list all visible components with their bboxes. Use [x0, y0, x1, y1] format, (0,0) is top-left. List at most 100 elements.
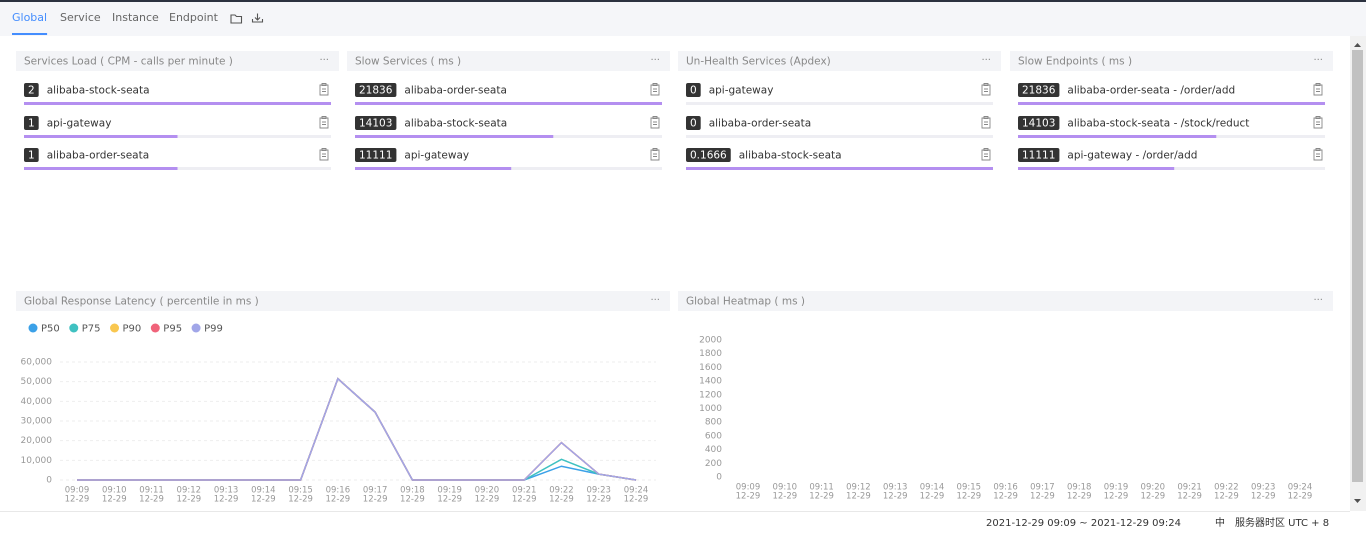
x-tick-label: 09:14	[920, 483, 945, 493]
y-tick-label: 400	[705, 445, 722, 455]
value-text: 11111	[359, 150, 392, 162]
item-label: alibaba-order-seata	[404, 85, 506, 97]
panel-menu[interactable]: ···	[1313, 55, 1323, 66]
legend-label[interactable]: P75	[82, 324, 101, 335]
legend-swatch[interactable]	[191, 323, 201, 333]
legend-swatch[interactable]	[150, 323, 160, 333]
timezone: 服务器时区 UTC + 8	[1235, 516, 1329, 529]
folder-icon[interactable]	[230, 14, 243, 24]
y-tick-label: 600	[705, 431, 722, 441]
value-badge	[355, 83, 397, 97]
x-tick-sublabel: 12-29	[214, 495, 239, 505]
legend-swatch[interactable]	[110, 323, 120, 333]
legend-label[interactable]: P99	[204, 324, 223, 335]
panel-title: Global Heatmap ( ms )	[686, 296, 805, 308]
bar-track	[686, 102, 993, 105]
panel-header	[347, 51, 670, 71]
value-badge	[686, 83, 701, 97]
copy-icon[interactable]	[981, 148, 991, 161]
value-text: 14103	[359, 118, 392, 130]
x-tick-sublabel: 12-29	[1104, 492, 1129, 502]
value-bar	[1018, 167, 1175, 170]
value-bar	[24, 135, 178, 138]
x-tick-sublabel: 12-29	[102, 495, 127, 505]
value-bar	[686, 167, 993, 170]
panel-title: Services Load ( CPM - calls per minute )	[24, 56, 233, 68]
tab[interactable]: Global	[12, 11, 47, 24]
copy-icon[interactable]	[319, 148, 329, 161]
panel-menu[interactable]: ···	[1313, 295, 1323, 306]
item-label: alibaba-order-seata	[47, 150, 149, 162]
value-text: 1	[28, 118, 35, 130]
tab[interactable]: Endpoint	[169, 11, 219, 24]
copy-icon[interactable]	[319, 116, 329, 129]
item-label: alibaba-stock-seata	[739, 150, 842, 162]
value-bar	[355, 167, 512, 170]
x-tick-label: 09:11	[139, 486, 164, 496]
legend-swatch[interactable]	[28, 323, 38, 333]
download-icon[interactable]	[251, 13, 264, 23]
x-tick-label: 09:19	[437, 486, 462, 496]
legend-swatch[interactable]	[69, 323, 79, 333]
tab[interactable]: Instance	[112, 11, 159, 24]
scrollbar[interactable]	[1350, 36, 1366, 511]
value-badge	[1018, 116, 1060, 130]
panel-menu[interactable]: ···	[981, 55, 991, 66]
x-tick-label: 09:20	[475, 486, 500, 496]
value-badge	[355, 148, 397, 162]
panel-menu[interactable]: ···	[650, 295, 660, 306]
legend-label[interactable]: P95	[163, 324, 182, 335]
x-tick-label: 09:19	[1104, 483, 1129, 493]
x-tick-sublabel: 12-29	[772, 492, 797, 502]
x-tick-sublabel: 12-29	[956, 492, 981, 502]
y-tick-label: 1400	[699, 377, 722, 387]
x-tick-sublabel: 12-29	[1177, 492, 1202, 502]
copy-icon[interactable]	[319, 83, 329, 96]
y-tick-label: 40,000	[21, 397, 53, 407]
copy-icon[interactable]	[650, 148, 660, 161]
tab[interactable]: Service	[60, 11, 101, 24]
x-tick-sublabel: 12-29	[624, 495, 649, 505]
y-tick-label: 1200	[699, 390, 722, 400]
value-text: 0	[690, 85, 697, 97]
x-tick-sublabel: 12-29	[736, 492, 761, 502]
x-tick-label: 09:09	[736, 483, 761, 493]
panel-menu[interactable]: ···	[650, 55, 660, 66]
panel-menu[interactable]: ···	[319, 55, 329, 66]
time-range[interactable]: 2021-12-29 09:09 ~ 2021-12-29 09:24	[986, 518, 1181, 529]
value-bar	[355, 135, 554, 138]
copy-icon[interactable]	[1313, 83, 1323, 96]
item-label: alibaba-stock-seata - /stock/reduct	[1067, 118, 1249, 130]
x-tick-sublabel: 12-29	[993, 492, 1018, 502]
x-tick-label: 09:20	[1141, 483, 1166, 493]
x-tick-sublabel: 12-29	[1251, 492, 1276, 502]
item-label: alibaba-stock-seata	[47, 85, 150, 97]
x-tick-label: 09:10	[773, 483, 798, 493]
copy-icon[interactable]	[650, 116, 660, 129]
x-tick-label: 09:12	[846, 483, 871, 493]
value-badge	[1018, 148, 1060, 162]
item-label: api-gateway	[709, 85, 774, 97]
x-tick-label: 09:17	[363, 486, 388, 496]
language-toggle[interactable]: 中	[1215, 516, 1225, 529]
copy-icon[interactable]	[650, 83, 660, 96]
x-tick-sublabel: 12-29	[475, 495, 500, 505]
copy-icon[interactable]	[981, 116, 991, 129]
copy-icon[interactable]	[1313, 116, 1323, 129]
value-badge	[355, 116, 397, 130]
copy-icon[interactable]	[981, 83, 991, 96]
item-label: api-gateway - /order/add	[1067, 150, 1197, 162]
panel-header	[16, 291, 670, 311]
y-tick-label: 50,000	[21, 377, 53, 387]
legend-label[interactable]: P90	[123, 324, 142, 335]
y-tick-label: 1000	[699, 404, 722, 414]
legend-label[interactable]: P50	[41, 324, 60, 335]
x-tick-sublabel: 12-29	[586, 495, 611, 505]
x-tick-label: 09:18	[400, 486, 425, 496]
copy-icon[interactable]	[1313, 148, 1323, 161]
x-tick-sublabel: 12-29	[139, 495, 164, 505]
value-bar	[355, 102, 662, 105]
x-tick-label: 09:13	[214, 486, 239, 496]
x-tick-sublabel: 12-29	[1214, 492, 1239, 502]
